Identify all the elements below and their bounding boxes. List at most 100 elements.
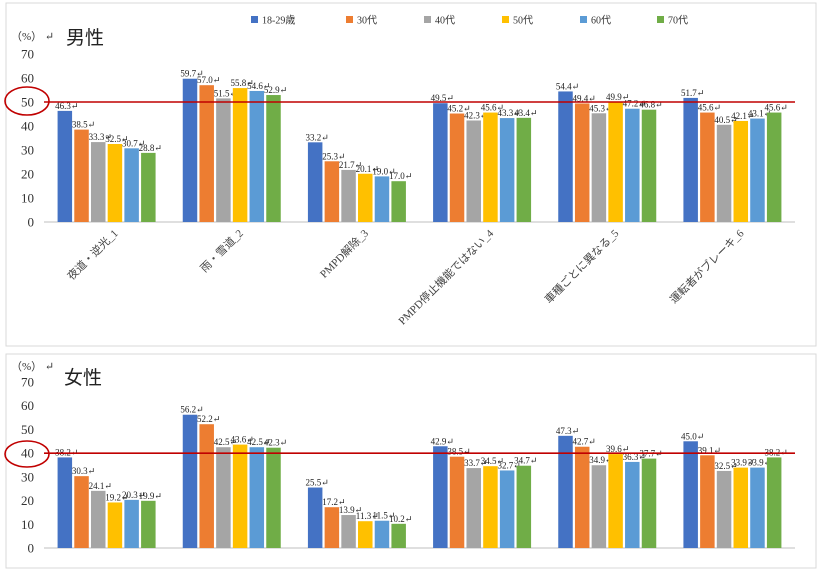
bar	[766, 457, 782, 548]
panel-male: （%） ↵ 男性 0 10 20 30 40 50 60 70 46.3↵ 38.5↵ 33.3↵32.…	[4, 27, 795, 327]
panel-female: （%） ↵女性01020304050607038.2↵30.3↵24.1↵19.…	[4, 360, 795, 556]
legend-swatch	[424, 16, 431, 23]
data-label: 25.3↵	[322, 151, 345, 161]
bar	[374, 520, 390, 548]
bar	[483, 466, 498, 548]
bar	[766, 112, 782, 222]
data-label: 42.3↵	[464, 110, 487, 120]
data-label: 19.0↵	[372, 166, 395, 176]
data-label: 32.5↵	[714, 461, 737, 471]
data-label: 25.5↵	[306, 478, 329, 488]
bar	[750, 118, 765, 222]
bar	[307, 487, 323, 548]
bar	[141, 152, 156, 222]
bar	[641, 109, 657, 222]
data-label: 52.9↵	[264, 85, 287, 95]
bar	[307, 142, 323, 222]
y-tick-label: 50	[21, 422, 34, 437]
bar	[124, 499, 139, 548]
legend-label: 40代	[435, 15, 455, 27]
panel-frame-female	[5, 353, 817, 569]
data-label: 33.9↵	[731, 458, 754, 468]
bar	[516, 465, 532, 548]
bar	[499, 118, 515, 222]
data-label: 51.7↵	[681, 88, 704, 98]
data-label: 19.9↵	[139, 491, 162, 501]
bar	[341, 515, 356, 548]
data-label: 45.0↵	[681, 431, 704, 441]
bar	[182, 78, 198, 222]
bar	[107, 502, 123, 548]
bar	[608, 102, 623, 222]
legend-label: 60代	[591, 15, 611, 27]
bar	[216, 98, 231, 222]
data-label: 32.5↵	[105, 134, 128, 144]
bar	[324, 161, 340, 222]
data-label: 11.3↵	[356, 511, 379, 521]
bar	[266, 447, 281, 548]
bar	[266, 95, 281, 222]
bar	[591, 113, 607, 222]
bar	[182, 414, 198, 548]
bar	[74, 129, 89, 222]
bar	[591, 465, 607, 548]
bar	[466, 468, 481, 548]
bar	[716, 470, 732, 548]
data-label: 54.6↵	[247, 81, 270, 91]
bar	[733, 120, 749, 222]
y-unit-label: （%） ↵	[11, 360, 54, 373]
bar	[199, 85, 214, 222]
data-label: 20.3↵	[122, 490, 145, 500]
data-label: 11.5↵	[372, 511, 395, 521]
bar	[433, 103, 448, 222]
data-label: 42.3↵	[264, 438, 287, 448]
bar	[341, 169, 356, 222]
y-tick-label: 50	[21, 95, 34, 110]
bar	[641, 458, 657, 548]
panel-frame-male	[5, 2, 817, 347]
data-label: 55.8↵	[230, 78, 253, 88]
y-tick-label: 70	[21, 375, 34, 390]
bar	[558, 91, 573, 222]
bar	[324, 507, 340, 548]
data-label: 40.5↵	[714, 115, 737, 125]
legend-label: 30代	[357, 15, 377, 27]
data-label: 51.5↵	[214, 88, 237, 98]
bar	[449, 113, 465, 222]
bar	[700, 112, 715, 222]
bar	[216, 447, 231, 548]
data-label: 17.0↵	[389, 171, 412, 181]
bar	[516, 117, 532, 222]
y-tick-label: 60	[21, 71, 34, 86]
bar	[391, 523, 406, 548]
data-label: 45.2↵	[447, 104, 470, 114]
bar	[74, 476, 89, 548]
legend-swatch	[657, 16, 664, 23]
bar	[249, 90, 265, 223]
data-label: 56.2↵	[180, 405, 203, 415]
legend-swatch	[346, 16, 353, 23]
chart-title: 男性	[66, 27, 104, 49]
legend-swatch	[502, 16, 509, 23]
data-label: 33.3↵	[89, 132, 112, 142]
data-label: 49.5↵	[431, 93, 454, 103]
y-tick-label: 30	[21, 469, 34, 484]
y-tick-label: 20	[21, 167, 34, 182]
data-label: 30.7↵	[122, 138, 145, 148]
data-label: 46.3↵	[55, 101, 78, 111]
data-label: 21.7↵	[339, 160, 362, 170]
data-label: 33.2↵	[306, 132, 329, 142]
legend-label: 70代	[668, 15, 688, 27]
highlight-circle	[4, 86, 50, 116]
y-tick-label: 10	[21, 517, 34, 532]
data-label: 45.6↵	[698, 103, 721, 113]
data-label: 30.3↵	[72, 466, 95, 476]
bar	[574, 103, 590, 222]
data-label: 52.2↵	[197, 414, 220, 424]
bar	[449, 456, 465, 548]
bar	[608, 454, 623, 548]
y-tick-label: 40	[21, 446, 34, 461]
bar	[750, 467, 765, 548]
